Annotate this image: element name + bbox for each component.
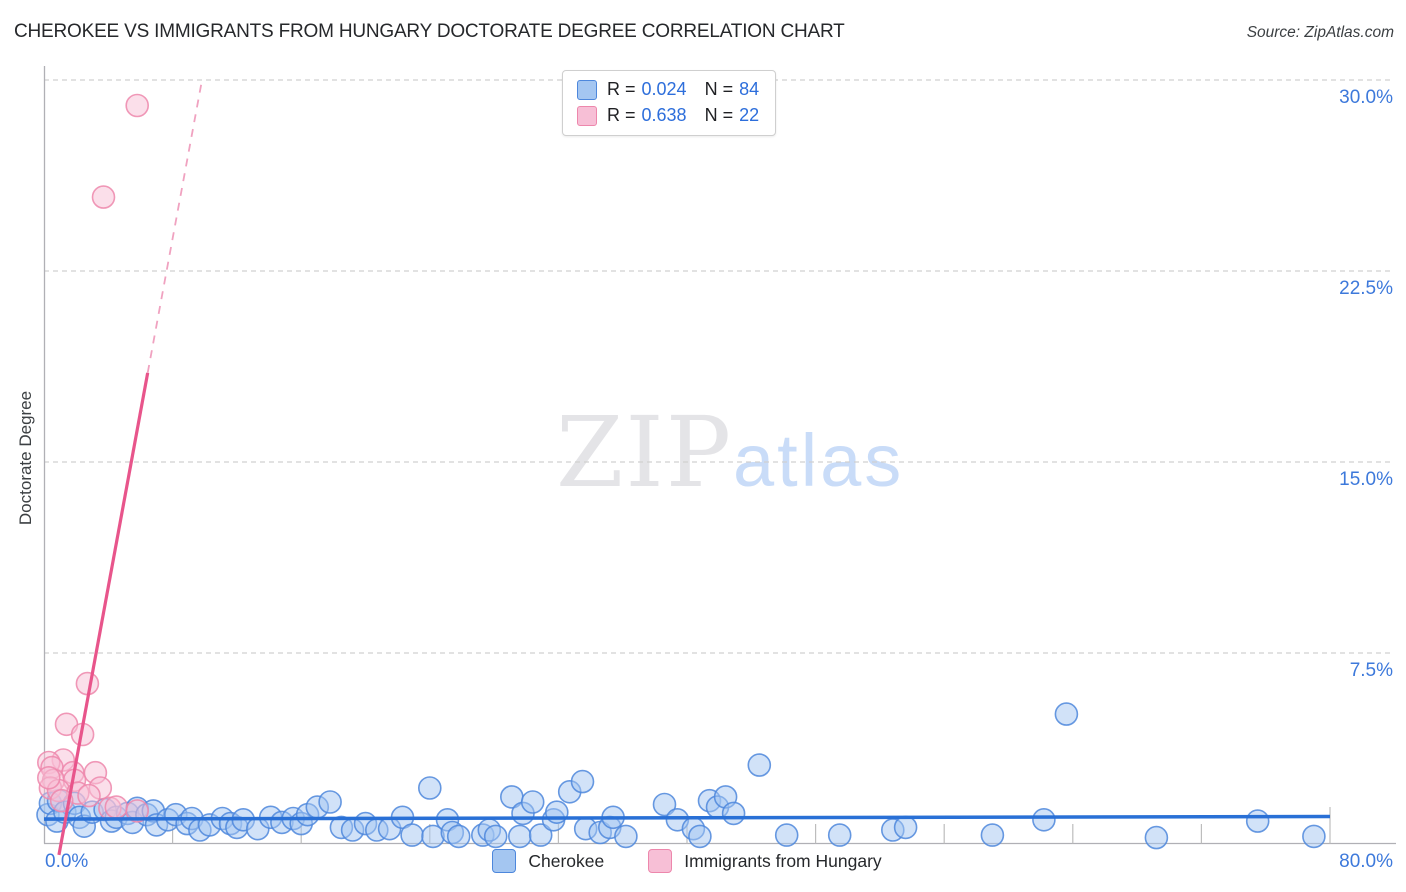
data-point-cherokee [1245, 809, 1270, 833]
data-point-hungary [75, 671, 100, 696]
data-point-cherokee [827, 823, 852, 847]
cherokee-trend-line [43, 814, 1331, 821]
data-point-hungary [91, 185, 116, 209]
correlation-legend-box: R = 0.024 N = 84 R = 0.638 N = 22 [562, 70, 777, 136]
legend-text: N = [704, 79, 734, 99]
source-attribution: Source: ZipAtlas.com [1246, 24, 1394, 41]
data-point-cherokee [1302, 824, 1326, 849]
data-point-hungary [125, 93, 149, 118]
series-legend-label: Cherokee [528, 850, 605, 871]
hungary-trend-line [57, 372, 150, 856]
data-point-cherokee [893, 815, 918, 840]
legend-text: 0.638 [641, 105, 687, 125]
data-point-cherokee [483, 824, 508, 849]
legend-text: 22 [739, 105, 760, 125]
data-point-cherokee [688, 824, 712, 849]
legend-text: 84 [739, 79, 760, 99]
data-point-cherokee [1144, 825, 1169, 850]
data-point-cherokee [318, 790, 342, 814]
zipatlas-watermark: ZIP atlas [556, 404, 904, 501]
series-legend-item: Cherokee [492, 849, 604, 873]
data-point-cherokee [507, 824, 532, 849]
legend-text: R = [607, 79, 636, 99]
legend-text: 0.024 [641, 79, 687, 99]
series-legend: Cherokee Immigrants from Hungary [44, 849, 1330, 873]
hungary-swatch-icon [648, 849, 673, 873]
data-point-hungary [36, 765, 61, 790]
data-point-cherokee [774, 823, 799, 847]
data-point-cherokee [528, 823, 553, 847]
watermark-zip: ZIP [556, 396, 733, 509]
series-legend-item: Immigrants from Hungary [648, 849, 882, 873]
legend-text: R = [607, 105, 636, 125]
watermark-atlas: atlas [732, 419, 905, 502]
data-point-hungary [104, 795, 129, 819]
legend-row-cherokee: R = 0.024 N = 84 [577, 79, 759, 100]
legend-row-hungary: R = 0.638 N = 22 [577, 105, 759, 126]
data-point-cherokee [446, 824, 471, 849]
data-point-cherokee [747, 753, 772, 777]
data-point-hungary [125, 799, 149, 823]
data-point-cherokee [652, 792, 677, 817]
data-point-cherokee [980, 823, 1005, 847]
series-legend-label: Immigrants from Hungary [684, 850, 882, 871]
legend-text: N = [704, 105, 734, 125]
data-point-cherokee [570, 769, 595, 794]
data-point-cherokee [1054, 702, 1079, 726]
data-point-hungary [77, 783, 101, 808]
data-point-cherokee [400, 823, 424, 847]
hungary-swatch-icon [577, 105, 597, 126]
hungary-trend-line-dashed [146, 79, 203, 374]
data-point-cherokee [614, 824, 638, 849]
data-point-cherokee [721, 801, 746, 826]
data-point-cherokee [417, 776, 442, 800]
data-point-cherokee [520, 790, 545, 814]
cherokee-swatch-icon [577, 79, 597, 100]
data-point-cherokee [544, 800, 569, 825]
data-point-cherokee [1032, 807, 1056, 832]
cherokee-swatch-icon [492, 849, 517, 873]
page-title: CHEROKEE VS IMMIGRANTS FROM HUNGARY DOCT… [14, 21, 845, 42]
